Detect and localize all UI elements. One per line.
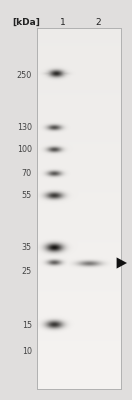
Text: 2: 2 bbox=[95, 18, 101, 27]
Text: 55: 55 bbox=[22, 192, 32, 200]
Text: 100: 100 bbox=[17, 146, 32, 154]
Text: 70: 70 bbox=[22, 170, 32, 178]
Text: 15: 15 bbox=[22, 320, 32, 330]
Text: 1: 1 bbox=[60, 18, 66, 27]
Text: 250: 250 bbox=[17, 70, 32, 80]
Text: 35: 35 bbox=[22, 244, 32, 252]
Polygon shape bbox=[117, 258, 127, 269]
Text: 10: 10 bbox=[22, 348, 32, 356]
Text: [kDa]: [kDa] bbox=[12, 18, 40, 27]
Text: 25: 25 bbox=[22, 268, 32, 276]
Text: 130: 130 bbox=[17, 124, 32, 132]
